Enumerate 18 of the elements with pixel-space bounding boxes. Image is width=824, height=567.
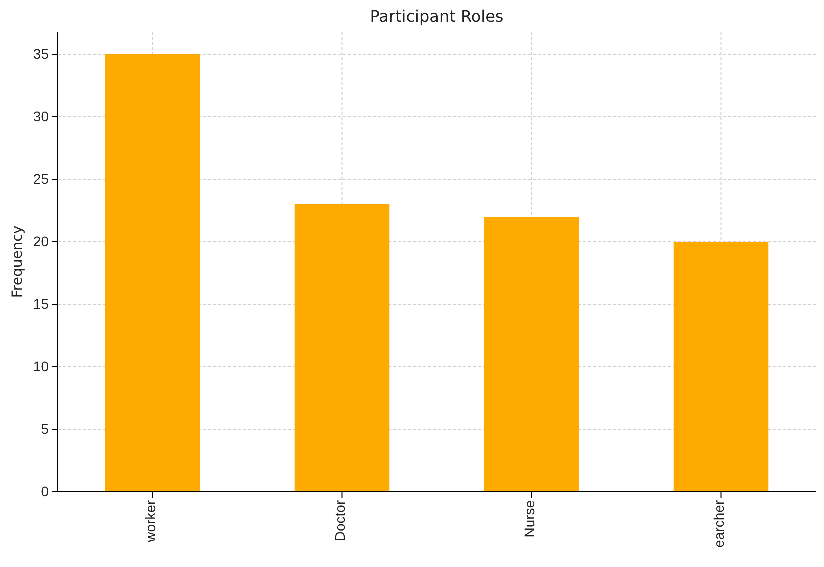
bar <box>105 54 200 492</box>
y-tick-label: 30 <box>33 108 50 124</box>
y-axis-title: Frequency <box>10 226 26 298</box>
x-tick-label: worker <box>142 500 158 544</box>
y-tick-label: 35 <box>33 46 50 62</box>
x-tick-label: Nurse <box>521 500 538 538</box>
x-tick-label: earcher <box>710 500 727 548</box>
y-tick-label: 0 <box>41 483 50 500</box>
bar <box>674 242 769 492</box>
bar <box>484 217 580 492</box>
x-tick-label: Doctor <box>332 500 348 542</box>
y-tick-label: 25 <box>33 170 50 187</box>
y-tick-label: 15 <box>33 296 50 312</box>
bar <box>294 204 390 492</box>
chart-title: Participant Roles <box>370 7 504 26</box>
y-tick-label: 5 <box>41 420 50 437</box>
y-tick-label: 10 <box>33 358 50 374</box>
y-tick-label: 20 <box>33 233 50 250</box>
